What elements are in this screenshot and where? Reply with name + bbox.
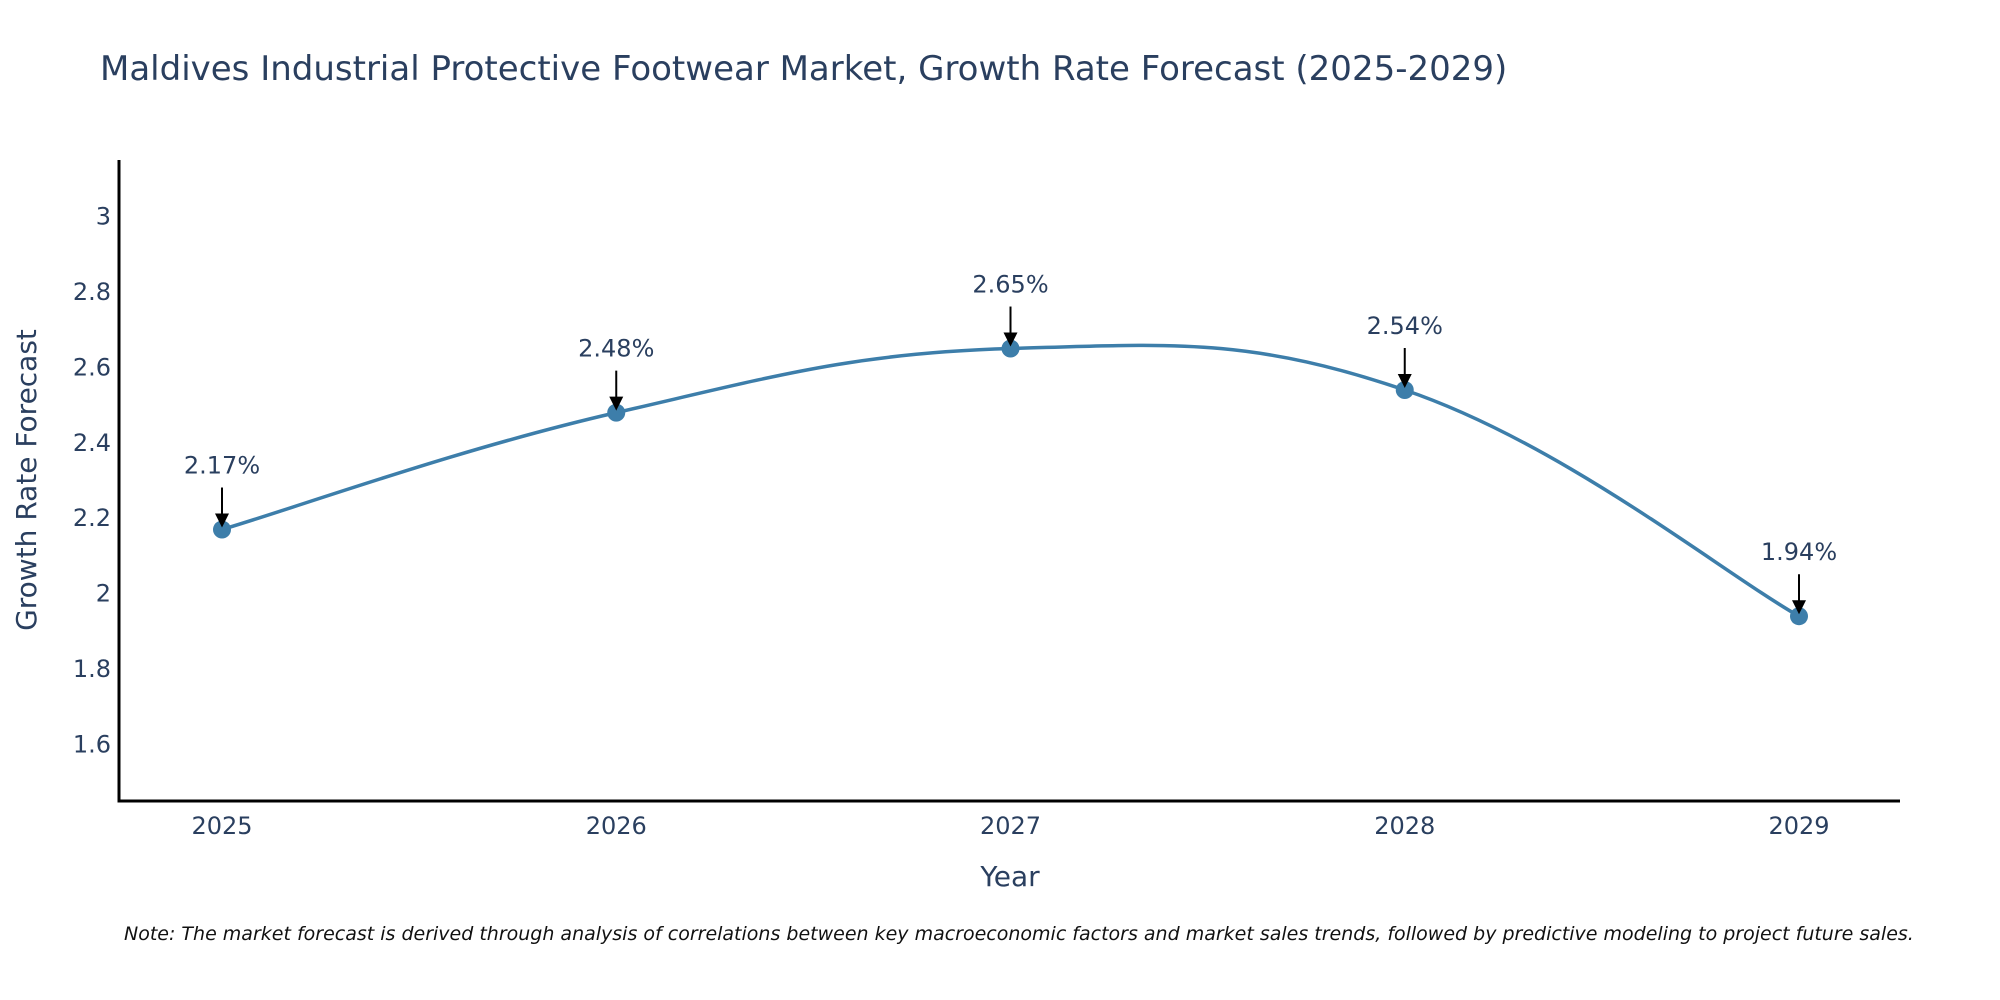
data-point [1790,607,1808,626]
data-label-arrowhead [609,396,624,411]
data-label: 1.94% [1761,538,1837,566]
data-label: 2.17% [184,452,260,480]
data-label-arrowhead [1397,374,1412,389]
x-axis-title: Year [979,860,1040,893]
data-label-arrowhead [215,513,229,528]
data-label-arrowhead [1003,332,1018,347]
y-tick-label: 2.6 [73,353,111,381]
x-axis-ticks: 2025 2026 2027 2028 2029 [191,812,1829,840]
y-tick-label: 2 [96,580,111,608]
data-point [1395,381,1414,400]
data-label-arrowhead [1792,600,1806,615]
chart-title: Maldives Industrial Protective Footwear … [100,49,1507,89]
data-point [607,403,626,422]
y-tick-label: 3 [96,203,111,231]
y-tick-label: 2.8 [73,278,111,306]
x-tick-label: 2028 [1374,812,1435,840]
data-label: 2.48% [578,335,654,363]
data-label: 2.65% [972,271,1048,299]
x-tick-label: 2026 [586,812,647,840]
y-tick-label: 2.4 [73,429,111,457]
x-tick-label: 2029 [1768,812,1829,840]
x-tick-label: 2025 [191,812,252,840]
x-tick-label: 2027 [980,812,1041,840]
data-points [213,339,1808,626]
chart-note: Note: The market forecast is derived thr… [124,923,1914,945]
data-labels: 2.17% 2.48% 2.65% 2.54% 1.94% [184,271,1837,615]
data-point [1001,339,1020,358]
y-axis-title: Growth Rate Forecast [10,329,43,631]
y-tick-label: 1.8 [73,655,111,683]
data-label: 2.54% [1367,312,1443,340]
y-tick-label: 2.2 [73,504,111,532]
series-line [221,343,1800,618]
y-axis-ticks: 1.6 1.8 2 2.2 2.4 2.6 2.8 3 [73,203,111,759]
y-tick-label: 1.6 [73,730,111,758]
data-point [213,520,231,539]
